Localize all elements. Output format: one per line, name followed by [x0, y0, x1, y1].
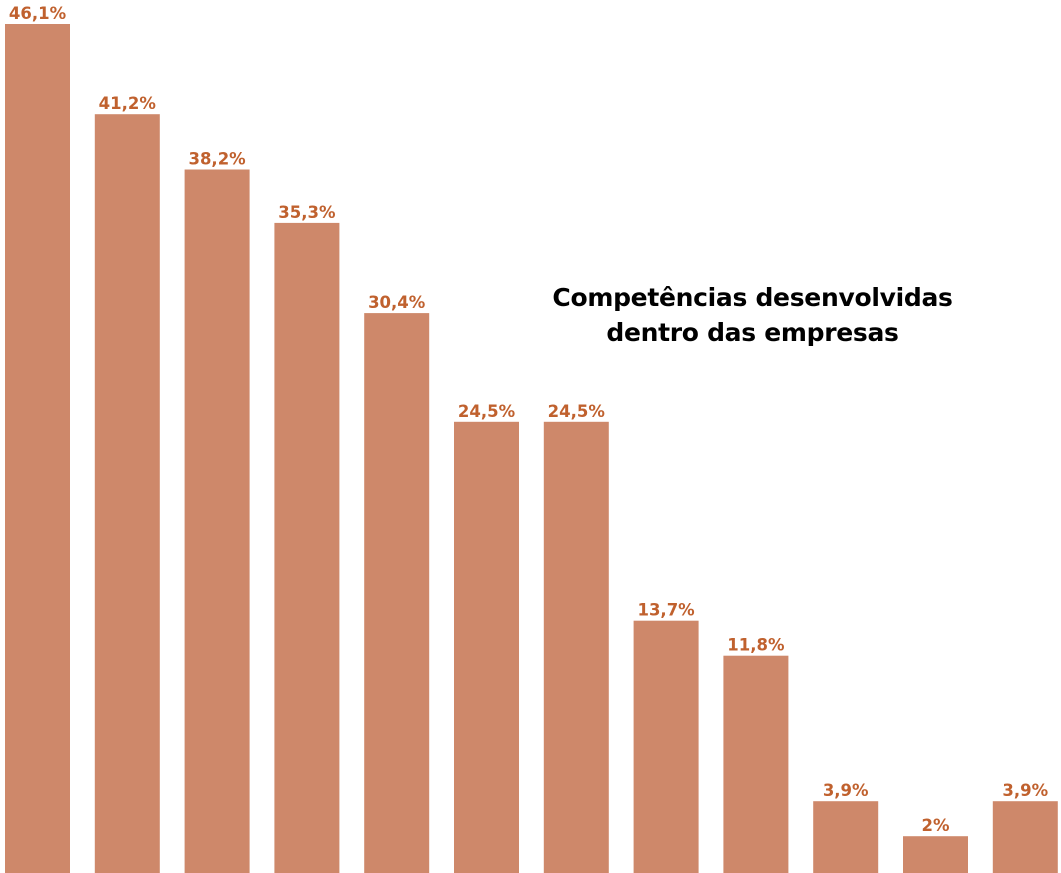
data-label-1: 46,1%: [9, 4, 67, 23]
bar-5: [364, 313, 430, 873]
data-labels-group: 46,1% 41,2% 38,2% 35,3% 30,4% 24,5% 24,5% 13,7%…: [9, 4, 1049, 835]
bar-8: [633, 620, 699, 873]
data-label-6: 24,5%: [458, 402, 516, 421]
bar-10: [813, 801, 879, 873]
bar-6: [454, 421, 519, 873]
bar-9: [723, 655, 789, 873]
bar-1: [5, 24, 70, 873]
bar-3: [184, 169, 250, 873]
data-label-2: 41,2%: [99, 94, 157, 113]
data-label-8: 13,7%: [637, 601, 695, 620]
data-label-4: 35,3%: [278, 203, 336, 222]
data-label-7: 24,5%: [548, 402, 606, 421]
bar-11: [903, 836, 968, 873]
data-label-3: 38,2%: [188, 150, 246, 169]
bar-7: [543, 421, 609, 873]
bar-2: [94, 114, 160, 873]
chart-title-line-1: Competências desenvolvidas: [552, 283, 953, 312]
data-label-10: 3,9%: [823, 781, 869, 800]
bars-group: [5, 24, 1058, 873]
chart-title: Competências desenvolvidas dentro das em…: [480, 280, 1025, 350]
data-label-9: 11,8%: [727, 636, 785, 655]
bar-4: [274, 222, 340, 873]
data-label-11: 2%: [921, 816, 949, 835]
data-label-5: 30,4%: [368, 293, 426, 312]
chart-title-line-2: dentro das empresas: [606, 318, 899, 347]
bar-12: [992, 801, 1058, 873]
data-label-12: 3,9%: [1002, 781, 1048, 800]
